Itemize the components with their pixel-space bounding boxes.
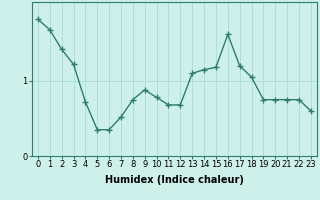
X-axis label: Humidex (Indice chaleur): Humidex (Indice chaleur) — [105, 175, 244, 185]
